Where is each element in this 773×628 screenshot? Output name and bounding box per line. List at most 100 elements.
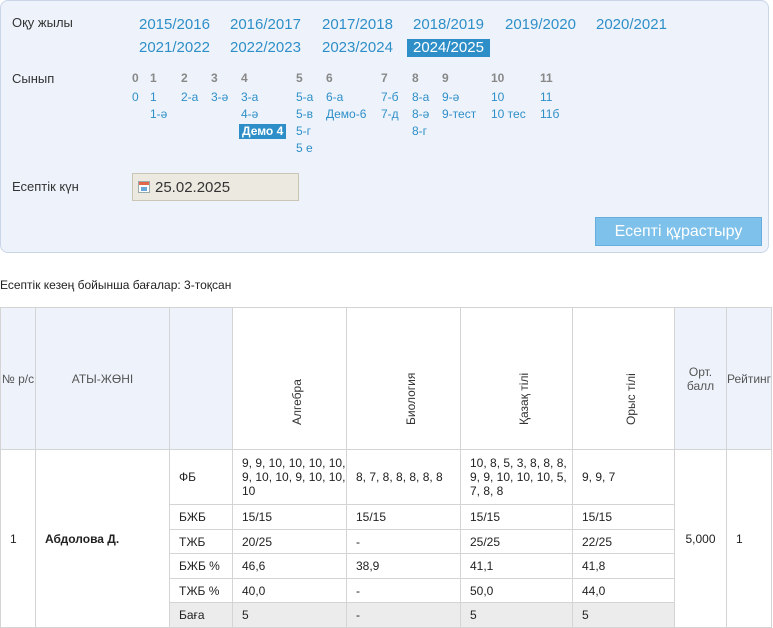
year-link-2019-2020[interactable]: 2019/2020 [505,16,576,33]
student-num: 1 [0,449,36,628]
class-link[interactable]: 11 [540,90,553,104]
table-row: Баға 5 - 5 5 [1,602,772,628]
class-link[interactable]: 1-ә [150,107,168,121]
class-link[interactable]: 3-ә [211,90,229,104]
class-link[interactable]: 7-б [381,90,399,104]
row-label: ТЖБ [169,529,233,554]
class-group-head: 11 [540,71,553,85]
class-link[interactable]: 8-г [412,124,428,138]
grade-cell: 38,9 [346,553,461,579]
grades-table: № р/с АТЫ-ЖӨНІ Алгебра Биология Қазақ ті… [0,307,773,628]
filter-panel: Оқу жылы 2015/2016 2016/2017 2017/2018 2… [0,0,769,253]
class-link[interactable]: 5-в [296,107,314,121]
class-link[interactable]: 8-а [412,90,430,104]
report-date-value: 25.02.2025 [155,179,231,196]
header-rating: Рейтинг [725,307,773,450]
year-link-2018-2019[interactable]: 2018/2019 [413,16,484,33]
grade-cell: 9, 9, 7 [572,449,675,505]
class-group-head: 7 [381,71,388,85]
class-link[interactable]: 5-а [296,90,314,104]
header-num: № р/с [0,307,36,450]
student-rating: 1 [725,449,773,628]
year-link-2015-2016[interactable]: 2015/2016 [139,16,210,33]
table-row: ТЖБ % 40,0 - 50,0 44,0 [1,578,772,603]
subject-label: Орыс тілі [623,373,638,425]
year-link-2021-2022[interactable]: 2021/2022 [139,39,210,56]
class-link[interactable]: 10 [491,90,505,104]
class-link[interactable]: 5 е [296,141,313,155]
class-link[interactable]: 9-ә [442,90,460,104]
year-link-2023-2024[interactable]: 2023/2024 [322,39,393,56]
grade-cell: 15/15 [572,504,675,530]
grade-cell: 5 [460,602,573,628]
report-date-input[interactable]: 25.02.2025 [132,173,299,201]
report-caption: Есептік кезең бойынша бағалар: 3-тоқсан [0,278,232,292]
calendar-icon[interactable] [138,181,150,193]
grade-cell: 40,0 [232,578,347,603]
row-label: БЖБ [169,504,233,530]
grade-cell: 20/25 [232,529,347,554]
class-link[interactable]: 9-тест [442,107,477,121]
class-link[interactable]: 5-г [296,124,312,138]
class-link[interactable]: Демо-6 [326,107,367,121]
table-row: БЖБ 15/15 15/15 15/15 15/15 [1,504,772,530]
header-subject-algebra: Алгебра [232,307,347,450]
class-group-head: 6 [326,71,333,85]
year-link-2022-2023[interactable]: 2022/2023 [230,39,301,56]
header-subject-russian: Орыс тілі [572,307,675,450]
class-link[interactable]: 8-ә [412,107,430,121]
class-label: Сынып [12,71,55,86]
year-link-2016-2017[interactable]: 2016/2017 [230,16,301,33]
grade-cell: 8, 7, 8, 8, 8, 8, 8 [346,449,461,505]
header-subject-biology: Биология [346,307,461,450]
grade-cell: 15/15 [460,504,573,530]
grade-cell: - [346,529,461,554]
grade-cell: 50,0 [460,578,573,603]
class-link[interactable]: 10 тес [491,107,526,121]
subject-label: Алгебра [289,379,304,425]
class-link[interactable]: 11б [540,107,560,121]
class-link[interactable]: 0 [132,90,139,104]
grade-cell: 44,0 [572,578,675,603]
student-avg: 5,000 [674,449,727,628]
class-group-head: 9 [442,71,449,85]
row-label: ФБ [169,449,233,505]
class-group-head: 5 [296,71,303,85]
class-group-head: 4 [241,71,248,85]
year-label: Оқу жылы [12,15,73,30]
grade-cell: 10, 8, 5, 3, 8, 8, 8, 9, 9, 10, 10, 10, … [460,449,573,505]
class-group-head: 1 [150,71,157,85]
grade-cell: 15/15 [232,504,347,530]
class-link[interactable]: 1 [150,90,157,104]
class-link[interactable]: 4-ә [241,107,259,121]
class-link[interactable]: 7-д [381,107,399,121]
grade-cell: - [346,578,461,603]
row-label: Баға [169,602,233,628]
grade-cell: 46,6 [232,553,347,579]
grade-cell: - [346,602,461,628]
header-blank [169,307,233,450]
year-link-2024-2025-selected[interactable]: 2024/2025 [407,39,490,57]
grade-cell: 9, 9, 10, 10, 10, 10, 9, 10, 10, 9, 10, … [232,449,347,505]
year-link-2017-2018[interactable]: 2017/2018 [322,16,393,33]
subject-label: Биология [403,372,418,425]
header-name: АТЫ-ЖӨНІ [35,307,170,450]
class-link[interactable]: 6-а [326,90,344,104]
class-group-head: 3 [211,71,218,85]
grade-cell: 5 [572,602,675,628]
class-link[interactable]: 2-а [181,90,199,104]
build-report-button[interactable]: Есепті құрастыру [595,217,762,246]
table-row: 1 Абдолова Д. ФБ 9, 9, 10, 10, 10, 10, 9… [0,449,773,628]
class-group-head: 10 [491,71,505,85]
row-label: БЖБ % [169,553,233,579]
grade-cell: 41,1 [460,553,573,579]
grade-cell: 25/25 [460,529,573,554]
row-label: ТЖБ % [169,578,233,603]
year-link-2020-2021[interactable]: 2020/2021 [596,16,667,33]
header-avg: Орт. балл [674,307,727,450]
class-link[interactable]: 3-а [241,90,259,104]
class-link-selected[interactable]: Демо 4 [239,124,287,139]
class-group-head: 2 [181,71,188,85]
student-name: Абдолова Д. [35,449,170,628]
class-group-head: 8 [412,71,419,85]
